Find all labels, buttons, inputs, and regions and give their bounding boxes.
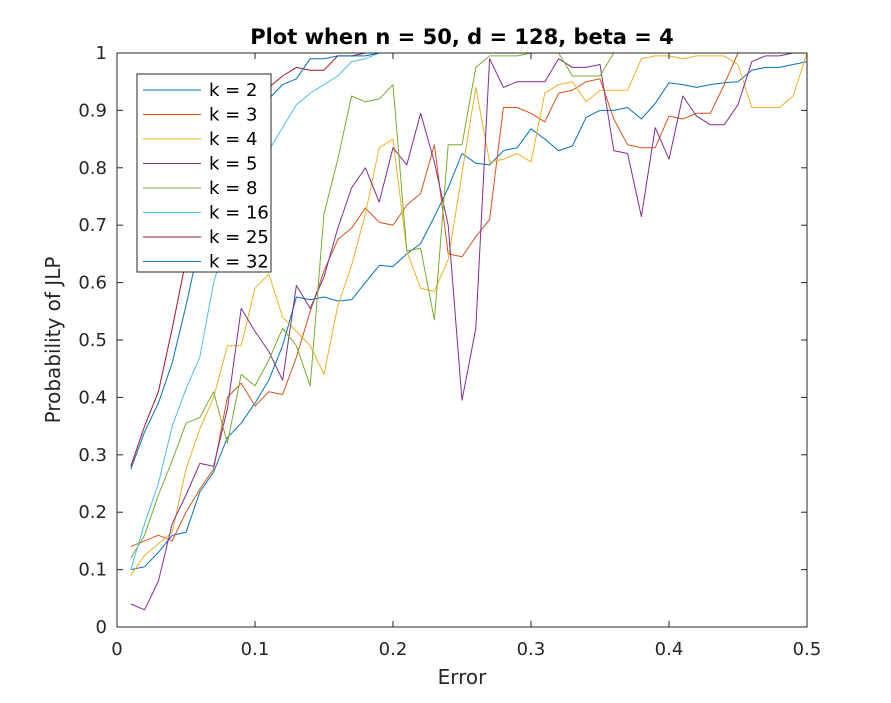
y-tick-label: 0.2 [78, 502, 107, 523]
legend-label: k = 16 [209, 203, 269, 224]
series-line-k-3 [130, 52, 807, 548]
legend-label: k = 25 [209, 227, 269, 248]
y-tick-label: 0.5 [78, 330, 107, 351]
y-tick-label: 0.1 [78, 560, 107, 581]
y-tick-label: 0.7 [78, 215, 107, 236]
series-line-k-5 [130, 52, 807, 611]
legend-label: k = 2 [209, 80, 257, 101]
legend-label: k = 4 [209, 129, 257, 150]
legend-label: k = 3 [209, 105, 257, 126]
y-axis: 0 0.1 0.2 0.3 0.4 0.5 0.6 0.7 0.8 0.9 1 [78, 43, 807, 638]
y-tick-label: 0.4 [78, 387, 107, 408]
y-tick-label: 0.3 [78, 445, 107, 466]
legend: k = 2 k = 3 k = 4 k = 5 k = 8 k = 16 k = 25 k =… [136, 73, 272, 273]
x-tick-label: 0.5 [793, 639, 822, 660]
x-tick-label: 0.2 [379, 639, 408, 660]
x-axis: 0 0.1 0.2 0.3 0.4 0.5 [111, 53, 821, 660]
series-line-k-2 [130, 61, 808, 571]
legend-box [136, 73, 272, 273]
y-tick-label: 0 [96, 617, 107, 638]
x-tick-label: 0 [111, 639, 122, 660]
y-tick-label: 1 [96, 43, 107, 64]
legend-label: k = 8 [209, 178, 257, 199]
y-tick-label: 0.9 [78, 100, 107, 121]
legend-label: k = 32 [209, 252, 269, 273]
x-tick-label: 0.4 [655, 639, 684, 660]
series-line-k-4 [130, 52, 808, 576]
y-tick-label: 0.6 [78, 273, 107, 294]
x-tick-label: 0.1 [241, 639, 270, 660]
y-tick-label: 0.8 [78, 158, 107, 179]
x-axis-title: Error [438, 665, 488, 689]
y-axis-title: Probability of JLP [41, 257, 65, 424]
chart-title: Plot when n = 50, d = 128, beta = 4 [250, 25, 674, 49]
legend-label: k = 5 [209, 154, 257, 175]
x-tick-label: 0.3 [517, 639, 546, 660]
